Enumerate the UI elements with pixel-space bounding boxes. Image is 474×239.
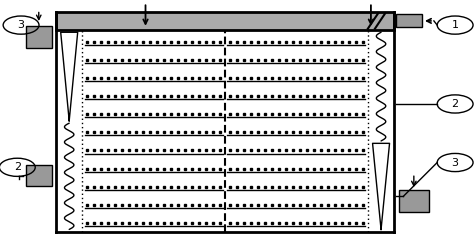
Text: 3: 3 (18, 20, 25, 30)
Bar (26, 165, 52, 186)
Text: 2: 2 (452, 99, 459, 109)
Bar (26, 26, 52, 48)
Text: 1: 1 (452, 20, 459, 30)
Bar (399, 190, 429, 212)
Bar (396, 14, 422, 27)
Text: 2: 2 (14, 162, 21, 172)
Bar (56, 12, 394, 30)
Text: 3: 3 (452, 158, 459, 168)
